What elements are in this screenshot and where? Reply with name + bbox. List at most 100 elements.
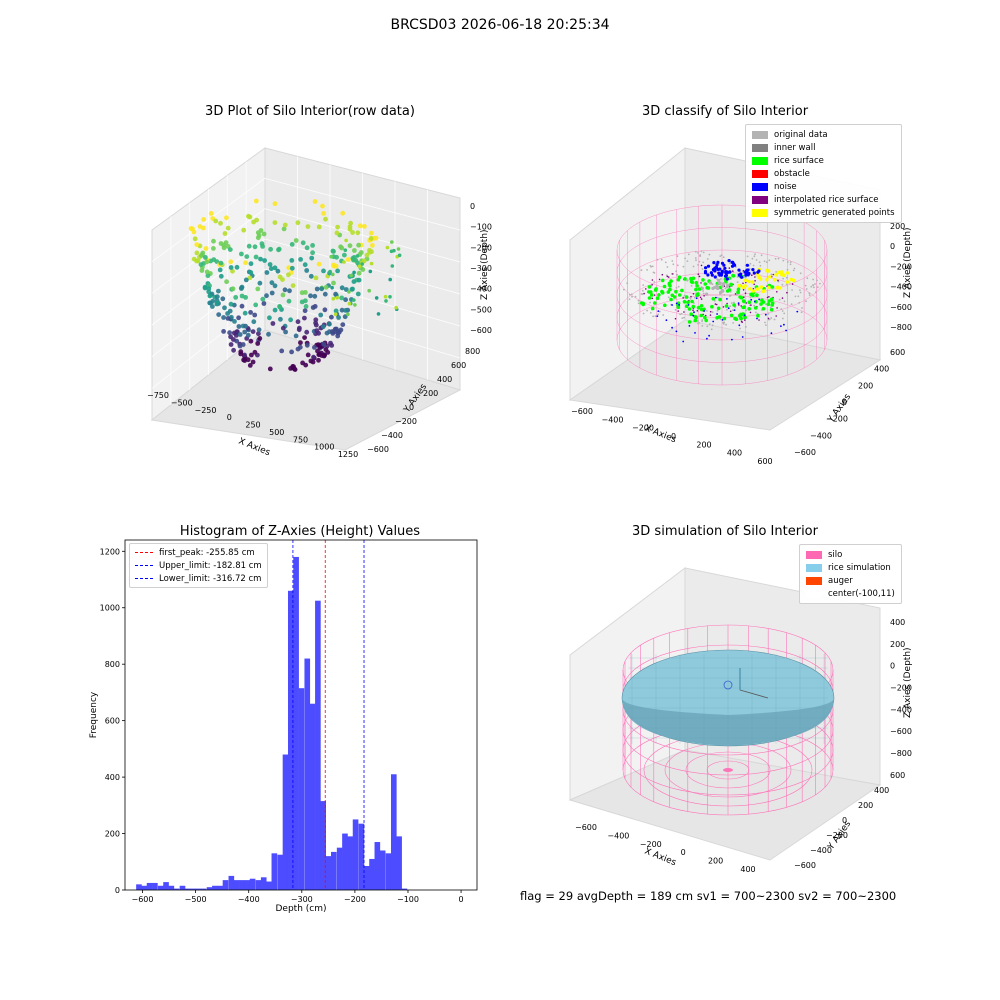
data-point (267, 262, 273, 267)
data-point (711, 286, 715, 290)
data-point (296, 327, 302, 333)
x-tick: −400 (607, 831, 629, 840)
data-point (342, 260, 346, 264)
panel1-scatter3d[interactable]: −750−500−250025050075010001250−600−400−2… (130, 130, 510, 470)
data-point (243, 277, 249, 283)
data-point (298, 340, 303, 346)
data-point (653, 281, 656, 283)
histogram-bar (163, 882, 169, 890)
data-point (720, 254, 723, 257)
data-point (798, 301, 801, 304)
data-point (302, 262, 308, 268)
data-point (253, 302, 259, 308)
data-point (295, 319, 301, 325)
data-point (736, 281, 739, 283)
x-tick: −100 (397, 895, 419, 904)
data-point (697, 287, 702, 291)
legend-item: inner wall (752, 141, 895, 154)
data-point (703, 295, 705, 297)
data-point (291, 364, 296, 369)
data-point (745, 302, 748, 304)
data-point (694, 332, 696, 334)
data-point (266, 331, 271, 337)
data-point (665, 319, 668, 322)
data-point (642, 312, 645, 315)
z-tick: −400 (890, 283, 912, 292)
data-point (785, 271, 790, 275)
data-point (653, 272, 656, 274)
panel4-legend: silo rice simulation auger center(-100,1… (799, 544, 902, 604)
data-point (243, 295, 248, 300)
histogram-bar (369, 858, 375, 890)
data-point (392, 248, 396, 253)
histogram-bar (217, 885, 223, 890)
data-point (303, 290, 308, 295)
data-point (231, 337, 236, 342)
data-point (231, 330, 237, 336)
data-point (343, 248, 348, 252)
data-point (731, 309, 734, 311)
data-point (646, 309, 648, 312)
data-point (631, 295, 633, 298)
data-point (199, 268, 205, 273)
data-point (655, 296, 660, 300)
data-point (664, 261, 667, 264)
data-point (652, 315, 654, 318)
data-point (646, 269, 648, 271)
legend-item: Lower_limit: -316.72 cm (135, 572, 262, 585)
y-tick: 200 (858, 801, 873, 810)
y-ticks: 0 200 400 600 800 1000 1200 (100, 547, 125, 895)
y-tick: 800 (105, 660, 120, 669)
data-point (793, 267, 796, 270)
data-point (321, 211, 326, 216)
data-point (251, 219, 256, 225)
x-tick: −400 (238, 895, 260, 904)
data-point (347, 226, 353, 232)
data-point (258, 228, 264, 233)
data-point (339, 307, 345, 313)
histogram-bar (298, 688, 305, 890)
data-point (288, 317, 293, 323)
panel2-scatter3d[interactable]: −600−400−2000200400600−600−400−200020040… (560, 130, 940, 470)
panel1-points (188, 198, 402, 372)
data-point (309, 255, 315, 261)
data-point (236, 315, 241, 321)
data-point (800, 311, 803, 314)
data-point (729, 305, 732, 308)
data-point (812, 284, 814, 286)
data-point (703, 315, 707, 320)
panel3-histogram[interactable]: −600 −500 −400 −300 −200 −100 0 0 200 400 600 800 1… (80, 530, 490, 920)
data-point (658, 278, 661, 281)
y-tick: 800 (465, 347, 480, 356)
data-point (192, 236, 198, 242)
data-point (653, 301, 657, 305)
histogram-bar (287, 590, 294, 890)
swatch (752, 156, 768, 165)
data-point (785, 276, 788, 279)
data-point (744, 276, 746, 279)
data-point (676, 305, 681, 309)
data-point (674, 289, 678, 294)
histogram-bar (358, 823, 365, 890)
data-point (752, 288, 755, 290)
y-tick: 1000 (100, 604, 120, 613)
data-point (657, 313, 660, 316)
data-point (264, 270, 270, 275)
data-point (351, 257, 356, 263)
data-point (689, 276, 693, 281)
x-tick: −300 (291, 895, 313, 904)
data-point (672, 273, 674, 275)
z-tick: −400 (890, 705, 912, 714)
data-point (716, 267, 720, 271)
data-point (765, 303, 767, 306)
data-point (759, 302, 763, 306)
data-point (289, 349, 294, 355)
swatch (806, 589, 822, 598)
data-point (328, 340, 333, 346)
data-point (687, 304, 690, 306)
data-point (340, 210, 346, 216)
data-point (277, 304, 282, 309)
data-point (367, 247, 372, 253)
swatch (806, 550, 822, 559)
